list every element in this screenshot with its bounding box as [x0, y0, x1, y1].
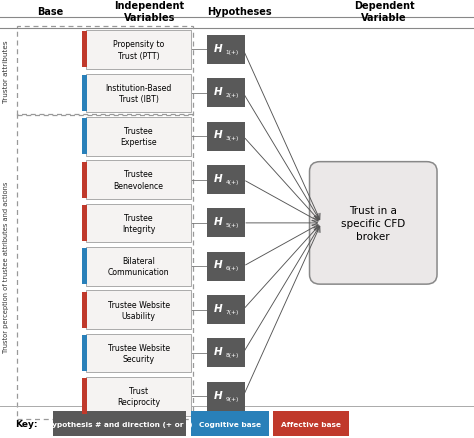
Text: 1(+): 1(+): [226, 49, 239, 55]
FancyBboxPatch shape: [86, 377, 191, 416]
FancyBboxPatch shape: [86, 31, 191, 70]
FancyBboxPatch shape: [207, 209, 245, 238]
FancyBboxPatch shape: [191, 411, 269, 436]
Text: H: H: [214, 130, 223, 140]
Text: Hypotheses: Hypotheses: [207, 7, 272, 17]
Bar: [17, 27, 193, 116]
Text: 5(+): 5(+): [226, 223, 239, 228]
Text: Key:: Key:: [15, 419, 37, 428]
FancyBboxPatch shape: [86, 161, 191, 199]
FancyBboxPatch shape: [86, 247, 191, 286]
Bar: [82, 32, 87, 68]
Bar: [82, 292, 87, 328]
Text: Affective base: Affective base: [281, 420, 341, 427]
Text: Cognitive base: Cognitive base: [199, 420, 261, 427]
Text: Trustor attributes: Trustor attributes: [3, 40, 9, 103]
FancyBboxPatch shape: [207, 166, 245, 194]
Text: H: H: [214, 173, 223, 184]
FancyBboxPatch shape: [86, 118, 191, 156]
FancyBboxPatch shape: [207, 36, 245, 65]
Text: Institution-Based
Trust (IBT): Institution-Based Trust (IBT): [105, 84, 172, 104]
Text: Trustor perception of trustee attributes and actions: Trustor perception of trustee attributes…: [3, 181, 9, 352]
Text: Dependent
Variable: Dependent Variable: [354, 1, 414, 24]
Text: Trust in a
specific CFD
broker: Trust in a specific CFD broker: [341, 205, 405, 241]
Bar: [17, 114, 193, 419]
Text: Trustee
Integrity: Trustee Integrity: [122, 213, 155, 233]
Bar: [82, 205, 87, 241]
Text: Bilateral
Communication: Bilateral Communication: [108, 257, 170, 277]
Text: 9(+): 9(+): [226, 396, 239, 401]
Bar: [82, 119, 87, 155]
Text: H: H: [214, 260, 223, 270]
Text: H: H: [214, 44, 223, 53]
Text: 4(+): 4(+): [226, 180, 239, 184]
Text: 7(+): 7(+): [226, 309, 239, 314]
Text: H: H: [214, 346, 223, 357]
FancyBboxPatch shape: [207, 339, 245, 367]
FancyBboxPatch shape: [86, 74, 191, 113]
Bar: [82, 378, 87, 414]
FancyBboxPatch shape: [86, 291, 191, 329]
Bar: [82, 335, 87, 371]
Text: 8(+): 8(+): [226, 353, 239, 357]
FancyBboxPatch shape: [86, 334, 191, 372]
Text: Hypothesis # and direction (+ or -): Hypothesis # and direction (+ or -): [46, 420, 193, 427]
Text: Base: Base: [36, 7, 63, 17]
FancyBboxPatch shape: [207, 296, 245, 324]
FancyBboxPatch shape: [207, 79, 245, 108]
Text: 3(+): 3(+): [226, 136, 239, 141]
Text: Trustee Website
Usability: Trustee Website Usability: [108, 300, 170, 320]
Bar: [82, 249, 87, 285]
Text: Trustee Website
Security: Trustee Website Security: [108, 343, 170, 363]
FancyBboxPatch shape: [86, 204, 191, 243]
Text: Propensity to
Trust (PTT): Propensity to Trust (PTT): [113, 40, 164, 60]
FancyBboxPatch shape: [207, 252, 245, 281]
Text: H: H: [214, 87, 223, 97]
FancyBboxPatch shape: [207, 382, 245, 411]
FancyBboxPatch shape: [273, 411, 349, 436]
FancyBboxPatch shape: [310, 162, 437, 285]
FancyBboxPatch shape: [207, 123, 245, 151]
Bar: [82, 162, 87, 198]
Text: H: H: [214, 303, 223, 313]
Bar: [82, 76, 87, 112]
Text: H: H: [214, 217, 223, 226]
Text: 6(+): 6(+): [226, 266, 239, 271]
Text: Trust
Reciprocity: Trust Reciprocity: [117, 386, 160, 406]
Text: Trustee
Benevolence: Trustee Benevolence: [114, 170, 164, 190]
Text: H: H: [214, 390, 223, 399]
FancyBboxPatch shape: [53, 411, 186, 436]
Text: Independent
Variables: Independent Variables: [114, 1, 184, 24]
Text: 2(+): 2(+): [226, 93, 239, 98]
Text: Trustee
Expertise: Trustee Expertise: [120, 127, 157, 147]
